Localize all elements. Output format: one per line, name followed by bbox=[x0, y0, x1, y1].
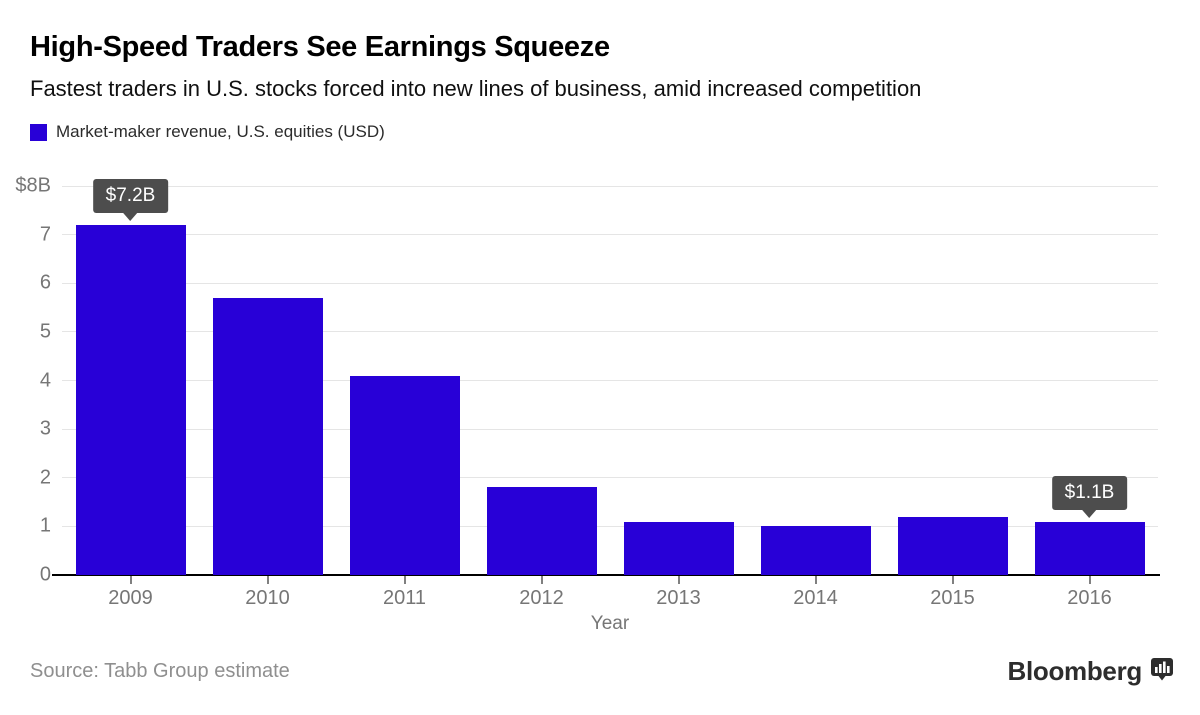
x-axis-tick bbox=[267, 576, 268, 584]
bar-2014[interactable] bbox=[760, 526, 871, 575]
gridline bbox=[62, 185, 1158, 187]
x-axis-tick bbox=[815, 576, 816, 584]
bar-2016[interactable] bbox=[1034, 521, 1145, 575]
x-axis-tick-label: 2011 bbox=[382, 587, 427, 609]
x-axis-tick-label: 2012 bbox=[519, 587, 564, 609]
gridline bbox=[62, 428, 1158, 430]
subtitle: Fastest traders in U.S. stocks forced in… bbox=[30, 76, 922, 101]
legend-label: Market-maker revenue, U.S. equities (USD… bbox=[56, 122, 385, 141]
y-axis-tick-label: 6 bbox=[39, 271, 51, 294]
bar-2009[interactable] bbox=[75, 224, 186, 575]
page-title: High-Speed Traders See Earnings Squeeze bbox=[30, 31, 610, 63]
x-axis-tick-label: 2013 bbox=[656, 587, 701, 609]
x-axis-tick bbox=[541, 576, 542, 584]
x-axis-tick bbox=[952, 576, 953, 584]
x-axis-tick-label: 2010 bbox=[245, 587, 290, 609]
legend: Market-maker revenue, U.S. equities (USD… bbox=[30, 122, 385, 142]
bar-2015[interactable] bbox=[897, 516, 1008, 575]
x-axis-line bbox=[52, 574, 1160, 576]
gridline bbox=[62, 477, 1158, 479]
y-axis-tick-label: 7 bbox=[39, 223, 51, 246]
source-note: Source: Tabb Group estimate bbox=[30, 660, 290, 682]
bloomberg-logo: Bloomberg bbox=[1007, 655, 1174, 688]
y-axis-tick-label: 5 bbox=[39, 320, 51, 343]
bloomberg-chart-bubble-icon bbox=[1150, 657, 1174, 688]
x-axis-tick bbox=[130, 576, 131, 584]
x-axis-tick bbox=[1089, 576, 1090, 584]
y-axis-tick-label: 2 bbox=[39, 466, 51, 489]
bar-2010[interactable] bbox=[212, 297, 323, 575]
data-label-callout: $7.2B bbox=[92, 178, 169, 213]
y-axis-tick-label: 4 bbox=[39, 369, 51, 391]
gridline bbox=[62, 234, 1158, 236]
x-axis-tick-label: 2014 bbox=[793, 587, 838, 609]
y-axis-tick-label: 1 bbox=[39, 514, 51, 537]
gridline bbox=[62, 331, 1158, 333]
y-axis-tick-label: $8B bbox=[15, 174, 51, 197]
gridline bbox=[62, 380, 1158, 381]
legend-swatch bbox=[30, 123, 47, 141]
x-axis-tick-label: 2015 bbox=[930, 587, 975, 609]
bar-2013[interactable] bbox=[623, 521, 734, 575]
data-label-callout: $1.1B bbox=[1051, 475, 1128, 510]
x-axis-tick-label: 2016 bbox=[1067, 587, 1112, 609]
bloomberg-wordmark: Bloomberg bbox=[1007, 656, 1142, 686]
x-axis-tick bbox=[678, 576, 679, 584]
y-axis-tick-label: 3 bbox=[39, 417, 51, 440]
x-axis-tick bbox=[404, 576, 405, 584]
plot-area: 0 1 2 3 4 5 6 7 $8B 2009 2010 2011 2012 2013 2014 2015 2… bbox=[15, 175, 1160, 609]
y-axis-tick-label: 0 bbox=[39, 563, 51, 586]
bar-2012[interactable] bbox=[486, 487, 597, 575]
x-axis-tick-label: 2009 bbox=[108, 587, 153, 609]
bar-2011[interactable] bbox=[349, 375, 460, 575]
x-axis-title: Year bbox=[590, 613, 630, 634]
gridline bbox=[62, 282, 1158, 284]
gridline bbox=[62, 525, 1158, 527]
